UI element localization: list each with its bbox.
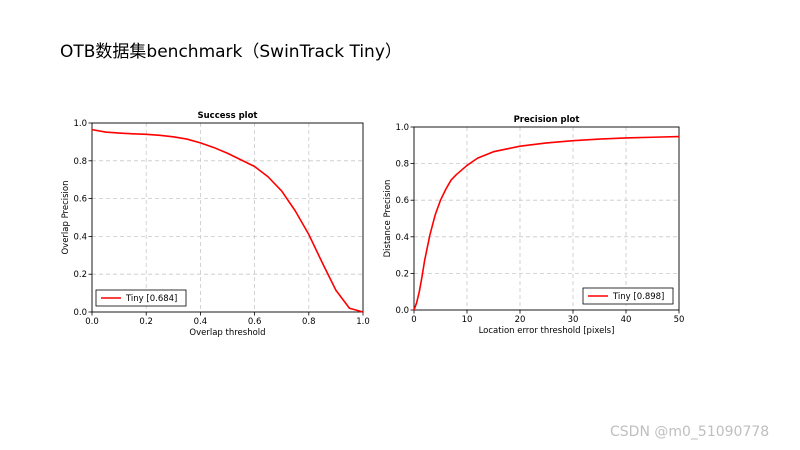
precision-legend-label: Tiny [0.898] — [612, 292, 664, 302]
precision-x-tick-label: 20 — [515, 315, 526, 325]
success-y-tick-label: 0.4 — [73, 232, 87, 242]
success-x-tick-label: 0.0 — [85, 317, 99, 327]
precision-y-tick-label: 0.4 — [395, 233, 409, 243]
success-x-tick-label: 0.6 — [248, 317, 262, 327]
success-legend-label: Tiny [0.684] — [125, 294, 177, 304]
success-y-axis-label: Overlap Precision — [61, 180, 71, 254]
success-chart-title: Success plot — [198, 111, 258, 121]
precision-plot-frame — [413, 126, 680, 311]
precision-series-line — [413, 135, 680, 311]
success-x-axis-label: Overlap threshold — [189, 328, 265, 338]
precision-x-axis-label: Location error threshold [pixels] — [479, 326, 615, 336]
precision-chart-title: Precision plot — [514, 115, 580, 125]
precision-y-tick-label: 0.6 — [395, 196, 409, 206]
watermark: CSDN @m0_51090778 — [610, 424, 770, 440]
precision-x-tick-label: 30 — [568, 315, 579, 325]
success-plot-chart: 0.0 0.2 0.4 0.6 0.8 1.0 0.0 0.2 0.4 0.6 0.8 1.0 Succ… — [61, 111, 370, 338]
precision-y-axis-label: Distance Precision — [383, 180, 393, 258]
precision-plot-chart: 0 10 20 30 40 50 0.0 0.2 0.4 0.6 0.8 1.0 Precision p… — [383, 115, 685, 336]
page-title: OTB数据集benchmark（SwinTrack Tiny） — [60, 42, 402, 62]
success-x-tick-label: 0.2 — [139, 317, 153, 327]
success-y-tick-label: 1.0 — [73, 119, 87, 129]
success-legend-box — [95, 289, 187, 307]
success-y-tick-label: 0.8 — [73, 157, 87, 167]
success-series-line — [91, 128, 364, 313]
success-y-tick-label: 0.6 — [73, 195, 87, 205]
success-x-tick-label: 0.4 — [194, 317, 208, 327]
precision-x-tick-label: 50 — [674, 315, 685, 325]
success-x-tick-label: 0.8 — [302, 317, 316, 327]
success-y-tick-label: 0.2 — [73, 270, 87, 280]
precision-y-tick-label: 0.8 — [395, 160, 409, 170]
precision-y-tick-label: 0.0 — [395, 306, 409, 316]
precision-x-tick-label: 0 — [411, 315, 416, 325]
success-plot-frame — [91, 122, 364, 313]
precision-y-tick-label: 0.2 — [395, 269, 409, 279]
precision-x-tick-label: 40 — [621, 315, 632, 325]
precision-x-tick-label: 10 — [462, 315, 473, 325]
success-y-tick-label: 0.0 — [73, 308, 87, 318]
precision-y-tick-label: 1.0 — [395, 123, 409, 133]
success-x-tick-label: 1.0 — [356, 317, 370, 327]
precision-legend-box — [582, 287, 674, 305]
